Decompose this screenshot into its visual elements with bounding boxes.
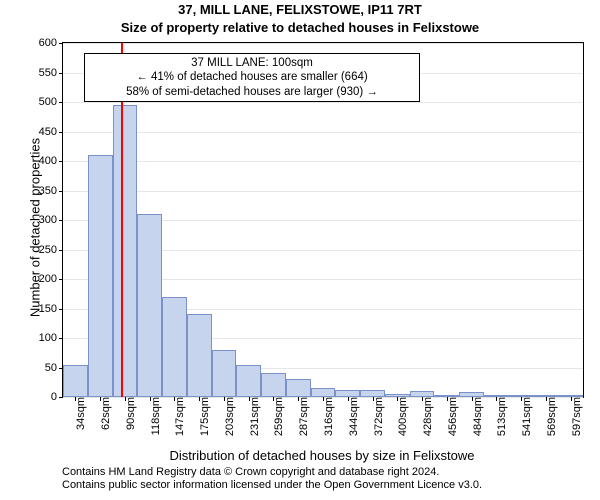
xtick-label: 175sqm — [199, 397, 211, 436]
ytick-label: 300 — [39, 214, 63, 226]
annotation-line2: ← 41% of detached houses are smaller (66… — [91, 70, 413, 84]
xtick-label: 372sqm — [373, 397, 385, 436]
xtick-label: 400sqm — [397, 397, 409, 436]
xtick-label: 456sqm — [447, 397, 459, 436]
histogram-bar — [137, 214, 162, 397]
ytick-label: 0 — [51, 391, 63, 403]
histogram-bar — [212, 350, 237, 397]
x-axis-label: Distribution of detached houses by size … — [62, 448, 582, 463]
histogram-bar — [311, 388, 336, 397]
gridline — [63, 102, 583, 103]
histogram-bar — [261, 373, 286, 397]
xtick-label: 118sqm — [150, 397, 162, 435]
chart-title-line1: 37, MILL LANE, FELIXSTOWE, IP11 7RT — [0, 2, 600, 17]
annotation-line3: 58% of semi-detached houses are larger (… — [91, 85, 413, 99]
histogram-bar — [88, 155, 113, 397]
chart-title-line2: Size of property relative to detached ho… — [0, 20, 600, 35]
ytick-label: 350 — [39, 185, 63, 197]
xtick-label: 428sqm — [422, 397, 434, 436]
chart-container: 37, MILL LANE, FELIXSTOWE, IP11 7RT Size… — [0, 0, 600, 500]
attribution-footer: Contains HM Land Registry data © Crown c… — [62, 466, 582, 492]
histogram-bar — [360, 390, 385, 397]
xtick-label: 62sqm — [100, 397, 112, 430]
ytick-label: 500 — [39, 96, 63, 108]
xtick-label: 287sqm — [298, 397, 310, 436]
xtick-label: 90sqm — [125, 397, 137, 430]
xtick-label: 569sqm — [546, 397, 558, 436]
plot-area: 05010015020025030035040045050055060034sq… — [62, 42, 584, 398]
gridline — [63, 132, 583, 133]
histogram-bar — [236, 365, 261, 397]
histogram-bar — [113, 105, 138, 397]
xtick-label: 231sqm — [249, 397, 261, 436]
xtick-label: 147sqm — [174, 397, 186, 436]
histogram-bar — [63, 365, 88, 397]
xtick-label: 484sqm — [472, 397, 484, 436]
ytick-label: 250 — [39, 244, 63, 256]
xtick-label: 597sqm — [571, 397, 583, 436]
annotation-line1: 37 MILL LANE: 100sqm — [91, 56, 413, 70]
xtick-label: 203sqm — [224, 397, 236, 436]
annotation-box: 37 MILL LANE: 100sqm← 41% of detached ho… — [84, 53, 420, 102]
gridline — [63, 191, 583, 192]
xtick-label: 344sqm — [348, 397, 360, 436]
histogram-bar — [335, 390, 360, 397]
ytick-label: 100 — [39, 332, 63, 344]
footer-line1: Contains HM Land Registry data © Crown c… — [62, 466, 582, 479]
xtick-label: 259sqm — [273, 397, 285, 436]
gridline — [63, 43, 583, 44]
histogram-bar — [187, 314, 212, 397]
ytick-label: 550 — [39, 67, 63, 79]
histogram-bar — [286, 379, 311, 397]
y-axis-label: Number of detached properties — [28, 58, 43, 398]
xtick-label: 316sqm — [323, 397, 335, 436]
ytick-label: 600 — [39, 37, 63, 49]
ytick-label: 150 — [39, 303, 63, 315]
histogram-bar — [162, 297, 187, 397]
ytick-label: 200 — [39, 273, 63, 285]
gridline — [63, 161, 583, 162]
xtick-label: 34sqm — [75, 397, 87, 430]
ytick-label: 50 — [45, 362, 63, 374]
footer-line2: Contains public sector information licen… — [62, 479, 582, 492]
xtick-label: 541sqm — [521, 397, 533, 436]
xtick-label: 513sqm — [496, 397, 508, 436]
ytick-label: 400 — [39, 155, 63, 167]
ytick-label: 450 — [39, 126, 63, 138]
